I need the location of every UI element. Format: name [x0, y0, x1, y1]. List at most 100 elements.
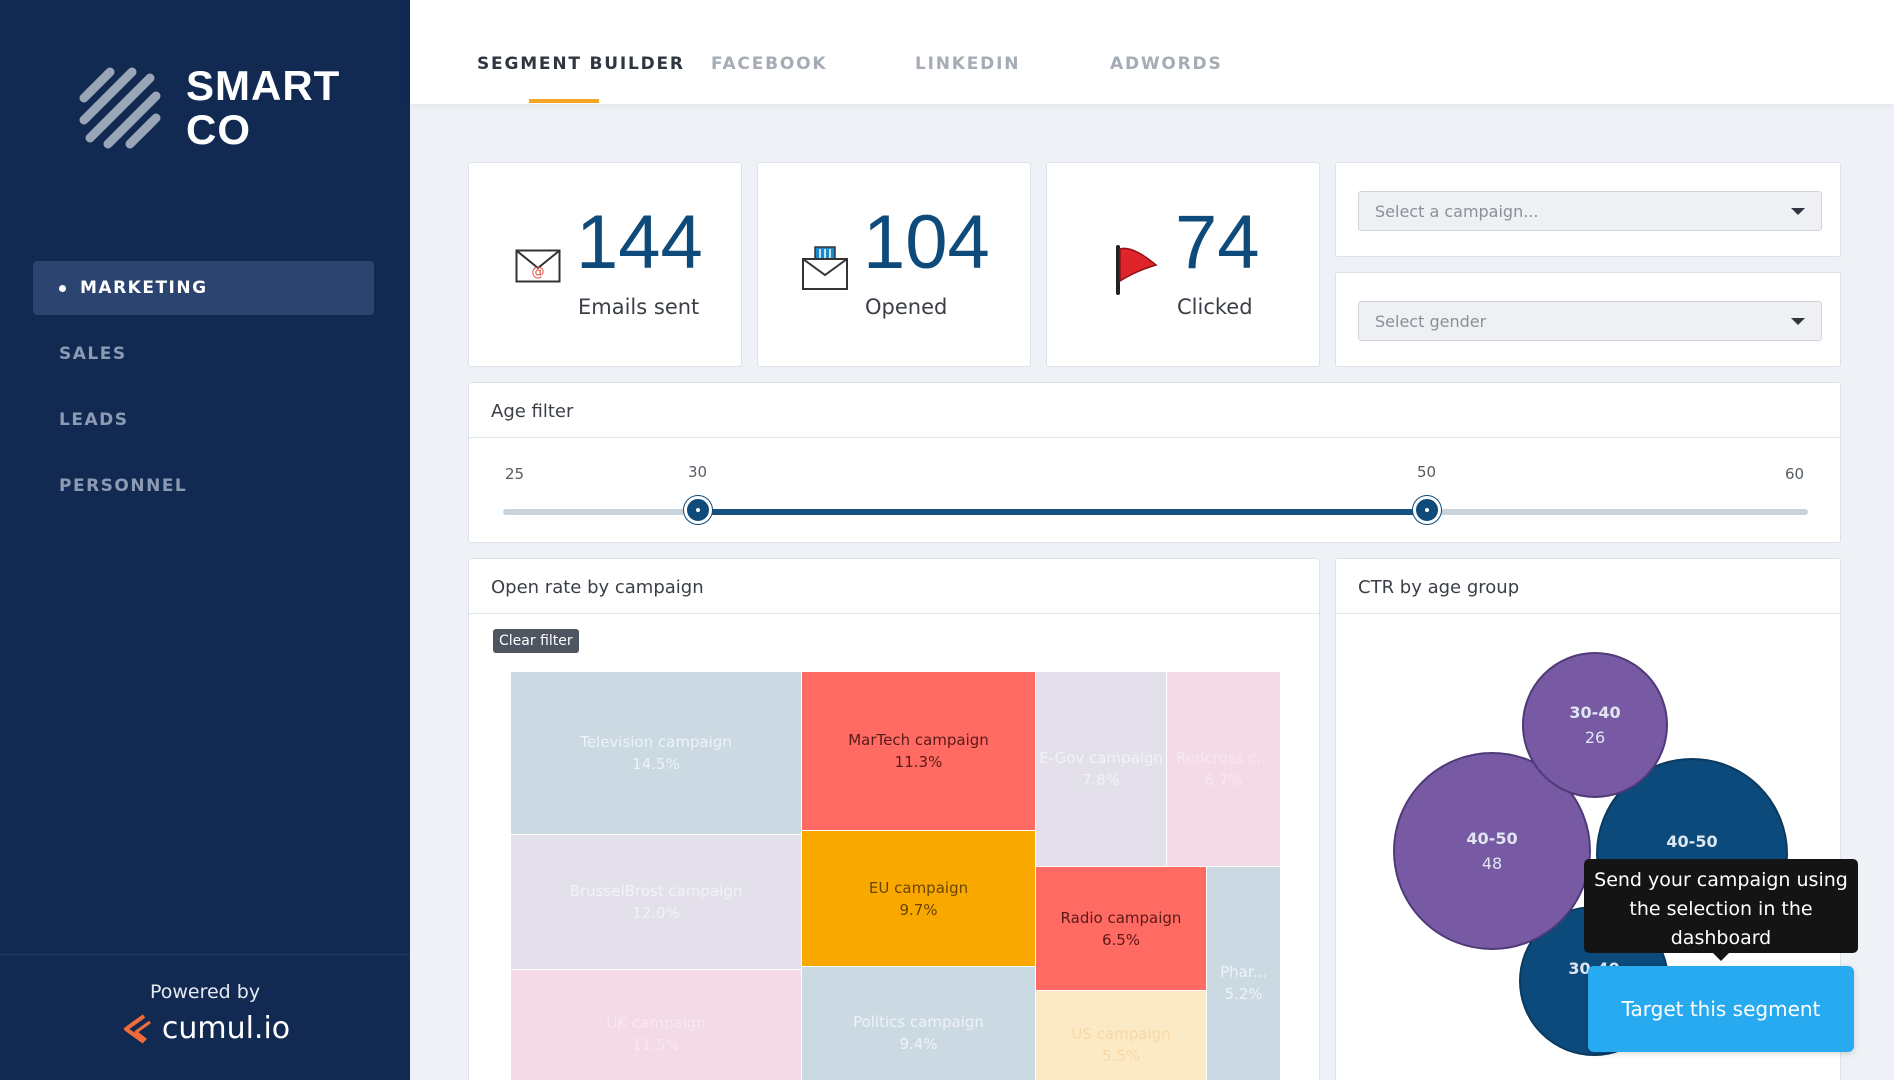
- treemap-cell-television[interactable]: Television campaign 14.5%: [510, 671, 802, 835]
- kpi-emails-label: Emails sent: [578, 295, 700, 319]
- treemap-cell-egov[interactable]: E-Gov campaign 7.8%: [1035, 671, 1167, 867]
- sidebar-footer: Powered by cumul.io: [0, 954, 410, 1080]
- gender-select-placeholder: Select gender: [1375, 311, 1487, 331]
- treemap-cell-label: Politics campaign: [853, 1012, 984, 1031]
- bubble-30-40-purple[interactable]: 30-40 26: [1522, 652, 1668, 798]
- campaign-select-placeholder: Select a campaign...: [1375, 201, 1539, 221]
- brand-line-1: SMART: [186, 62, 341, 109]
- treemap-cell-value: 9.7%: [899, 900, 938, 919]
- sidebar-item-label: LEADS: [59, 410, 129, 430]
- bubble-value: 48: [1481, 854, 1503, 873]
- open-rate-title: Open rate by campaign: [491, 577, 704, 598]
- treemap-cell-label: Television campaign: [580, 733, 732, 751]
- treemap-cell-value: 7.8%: [1081, 771, 1121, 789]
- tab-adwords[interactable]: ADWORDS: [1110, 54, 1223, 74]
- tab-facebook[interactable]: FACEBOOK: [711, 54, 828, 74]
- tooltip-line-1: Send your campaign using: [1594, 869, 1848, 891]
- brand-name: SMART CO: [186, 64, 340, 152]
- brand-line-2: CO: [186, 106, 251, 153]
- target-segment-button[interactable]: Target this segment: [1588, 966, 1854, 1052]
- treemap-cell-redcross[interactable]: Redcross c... 6.7%: [1166, 671, 1281, 867]
- clear-filter-button[interactable]: Clear filter: [493, 629, 579, 653]
- top-tab-bar: SEGMENT BUILDER FACEBOOK LINKEDIN ADWORD…: [410, 0, 1894, 104]
- gender-select[interactable]: Select gender: [1358, 301, 1822, 341]
- treemap-cell-us[interactable]: US campaign 5.5%: [1035, 990, 1207, 1080]
- card-divider: [469, 613, 1319, 614]
- open-rate-card: Open rate by campaign Clear filter Telev…: [468, 558, 1320, 1080]
- bubble-40-50-purple[interactable]: 40-50 48: [1393, 752, 1591, 950]
- treemap-cell-label: Redcross c...: [1176, 749, 1271, 767]
- cumul-logo-icon: [123, 1013, 151, 1044]
- treemap-cell-value: 14.5%: [632, 755, 680, 773]
- age-slider-range: [698, 509, 1427, 515]
- tooltip-line-2: the selection in the: [1629, 898, 1813, 920]
- sidebar-item-sales[interactable]: SALES: [33, 327, 374, 381]
- sidebar-item-label: PERSONNEL: [59, 476, 188, 496]
- treemap-cell-pharma[interactable]: Phar... 5.2%: [1206, 866, 1281, 1080]
- sidebar-item-marketing[interactable]: MARKETING: [33, 261, 374, 315]
- kpi-emails-value: 144: [576, 200, 703, 285]
- kpi-clicked: 74 Clicked: [1046, 162, 1320, 367]
- treemap-cell-label: MarTech campaign: [848, 731, 989, 749]
- bubble-value: 26: [1584, 728, 1606, 747]
- target-segment-tooltip: Send your campaign using the selection i…: [1584, 859, 1858, 961]
- brand-stripes-icon: [79, 67, 161, 149]
- sidebar-item-label: SALES: [59, 344, 127, 364]
- vendor-name: cumul.io: [161, 1011, 291, 1046]
- bubble-label: 40-50: [1666, 831, 1718, 851]
- age-max-label: 60: [1785, 465, 1805, 483]
- open-envelope-icon: [802, 246, 848, 290]
- campaign-select[interactable]: Select a campaign...: [1358, 191, 1822, 231]
- campaign-filter-card: Select a campaign...: [1335, 162, 1841, 257]
- brand-logo[interactable]: SMART CO: [76, 64, 340, 152]
- treemap-cell-uk[interactable]: UK campaign 11.5%: [510, 969, 802, 1080]
- kpi-opened: 104 Opened: [757, 162, 1031, 367]
- tooltip-line-3: dashboard: [1670, 927, 1772, 949]
- kpi-clicked-label: Clicked: [1177, 295, 1253, 319]
- age-high-label: 50: [1417, 463, 1437, 481]
- age-slider-high-handle[interactable]: [1413, 496, 1441, 524]
- kpi-opened-label: Opened: [865, 295, 948, 319]
- sidebar-nav: MARKETING SALES LEADS PERSONNEL: [33, 261, 374, 525]
- treemap-cell-eu[interactable]: EU campaign 9.7%: [801, 830, 1036, 967]
- age-slider-low-handle[interactable]: [684, 496, 712, 524]
- treemap-cell-value: 11.5%: [632, 1036, 680, 1054]
- treemap-cell-value: 5.5%: [1101, 1046, 1141, 1065]
- age-min-label: 25: [505, 465, 525, 483]
- sidebar-item-leads[interactable]: LEADS: [33, 393, 374, 447]
- treemap-cell-radio[interactable]: Radio campaign 6.5%: [1035, 866, 1207, 991]
- age-filter-title: Age filter: [491, 401, 574, 422]
- bubble-label: 30-40: [1569, 703, 1621, 722]
- treemap-cell-label: UK campaign: [606, 1014, 706, 1032]
- treemap-cell-value: 12.0%: [632, 904, 680, 922]
- treemap-cell-martech[interactable]: MarTech campaign 11.3%: [801, 671, 1036, 831]
- treemap-cell-brusselbrost[interactable]: BrusselBrost campaign 12.0%: [510, 834, 802, 970]
- chevron-down-icon: [1791, 208, 1805, 215]
- treemap-cell-value: 6.5%: [1101, 930, 1141, 949]
- kpi-clicked-value: 74: [1175, 200, 1260, 285]
- treemap-cell-label: US campaign: [1071, 1024, 1171, 1043]
- active-tab-indicator: [529, 99, 599, 103]
- active-dot-icon: [59, 284, 66, 292]
- treemap-cell-label: E-Gov campaign: [1039, 749, 1163, 767]
- treemap-cell-politics[interactable]: Politics campaign 9.4%: [801, 966, 1036, 1080]
- card-divider: [469, 437, 1840, 438]
- treemap-cell-value: 11.3%: [894, 753, 943, 771]
- tab-segment-builder[interactable]: SEGMENT BUILDER: [477, 54, 685, 74]
- vendor-logo[interactable]: cumul.io: [0, 1011, 410, 1046]
- chevron-down-icon: [1791, 318, 1805, 325]
- red-flag-icon: [1116, 245, 1158, 295]
- bubble-label: 40-50: [1466, 829, 1518, 848]
- tab-linkedin[interactable]: LINKEDIN: [915, 54, 1021, 74]
- sidebar-item-personnel[interactable]: PERSONNEL: [33, 459, 374, 513]
- card-divider: [1336, 613, 1840, 614]
- sidebar: SMART CO MARKETING SALES LEADS PERSONNEL…: [0, 0, 410, 1080]
- kpi-opened-value: 104: [863, 200, 990, 285]
- gender-filter-card: Select gender: [1335, 272, 1841, 367]
- treemap-cell-value: 5.2%: [1224, 984, 1263, 1003]
- treemap-cell-value: 6.7%: [1204, 771, 1243, 789]
- powered-by-label: Powered by: [149, 981, 261, 1003]
- treemap-cell-label: Phar...: [1220, 962, 1267, 981]
- treemap-cell-value: 9.4%: [899, 1034, 938, 1053]
- ctr-title: CTR by age group: [1358, 577, 1520, 598]
